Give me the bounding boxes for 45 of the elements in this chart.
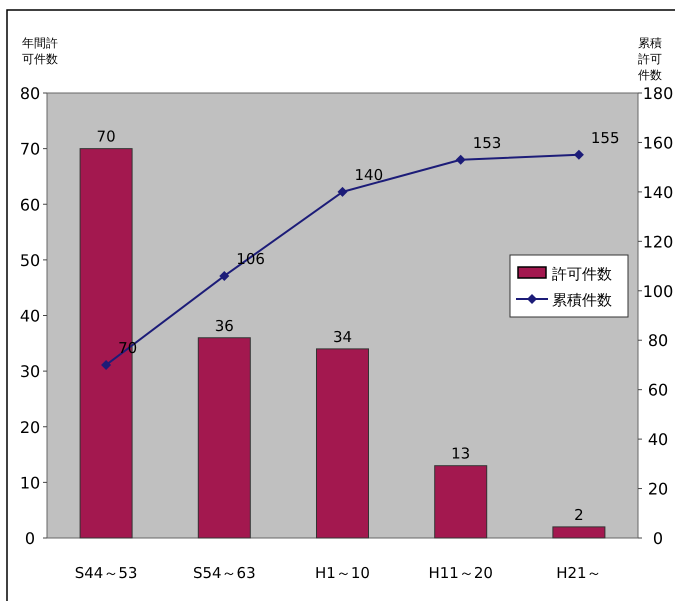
point — [574, 150, 584, 160]
data-label: 70 — [96, 128, 116, 146]
y2-tick-label: 0 — [652, 529, 664, 548]
y2-tick-label: 180 — [642, 84, 674, 103]
y2-tick-label: 40 — [648, 430, 668, 450]
y-tick-label: 50 — [20, 250, 40, 270]
data-label: 140 — [354, 166, 384, 184]
data-label: 155 — [590, 128, 620, 147]
x-tick-label: S44～53 — [74, 564, 138, 582]
point — [101, 360, 112, 370]
bar — [316, 348, 370, 538]
data-label: 2 — [574, 506, 584, 524]
point — [219, 270, 230, 281]
bar — [434, 465, 488, 538]
y2-tick-label: 60 — [648, 380, 668, 400]
data-label: 153 — [472, 134, 502, 152]
y2-tick-label: 120 — [642, 232, 674, 252]
y-tick-label: 30 — [20, 362, 40, 382]
bar — [552, 526, 606, 538]
y-axis-title: 年間許可件数 — [22, 36, 58, 66]
y-tick-label: 10 — [20, 473, 40, 492]
y-tick-label: 20 — [20, 418, 40, 437]
y-tick-label: 60 — [20, 195, 40, 214]
y2-tick-label: 20 — [648, 480, 668, 499]
y-tick-label: 80 — [20, 84, 40, 103]
legend-label: 許可件数 — [552, 265, 612, 283]
data-label: 36 — [214, 316, 234, 335]
x-tick-label: H11～20 — [428, 564, 493, 582]
point — [456, 154, 466, 165]
x-tick-label: H1～10 — [315, 564, 370, 582]
y2-tick-label: 160 — [642, 133, 674, 152]
y-tick-label: 0 — [24, 529, 36, 548]
data-label: 34 — [332, 328, 352, 346]
x-tick-label: S54～63 — [192, 564, 256, 582]
y2-axis-title: 累積許可件数 — [638, 36, 662, 82]
y-tick-label: 70 — [20, 140, 40, 159]
point — [338, 186, 348, 197]
bar — [198, 337, 251, 538]
x-tick-label: H21～ — [556, 564, 602, 582]
y-tick-label: 40 — [20, 306, 40, 326]
legend-label: 累積件数 — [552, 291, 612, 309]
y2-tick-label: 100 — [642, 282, 674, 301]
data-label: 13 — [451, 444, 470, 463]
y2-tick-label: 80 — [648, 331, 668, 350]
y2-tick-label: 140 — [642, 182, 674, 202]
